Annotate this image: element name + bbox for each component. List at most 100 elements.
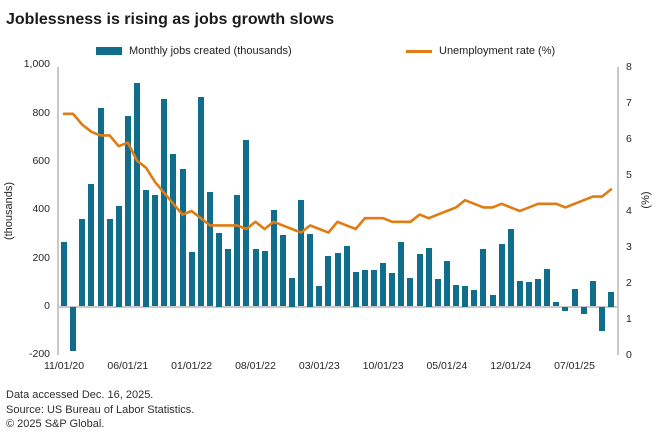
bar-series-swatch	[96, 47, 122, 55]
bar-monthly-jobs	[70, 306, 77, 351]
x-axis-tick-label: 11/01/20	[43, 360, 85, 372]
left-axis-tick-label: 1,000	[23, 58, 50, 71]
legend-label-unemployment-rate: Unemployment rate (%)	[439, 45, 556, 57]
right-axis-tick-label: 8	[626, 60, 632, 73]
x-axis-tick-label: 07/01/25	[554, 360, 595, 372]
bar-monthly-jobs	[571, 289, 578, 307]
bar-monthly-jobs	[124, 115, 131, 307]
line-series-swatch	[406, 49, 432, 53]
bar-monthly-jobs	[434, 278, 441, 307]
bar-monthly-jobs	[252, 249, 259, 307]
bar-monthly-jobs	[398, 242, 405, 307]
bar-monthly-jobs	[197, 97, 204, 307]
right-axis-tick-label: 6	[626, 132, 632, 145]
bar-monthly-jobs	[61, 242, 67, 307]
right-axis-line	[617, 67, 619, 355]
bar-monthly-jobs	[106, 219, 113, 307]
left-axis-tick-label: -200	[28, 348, 50, 361]
left-axis-tick-label: 800	[32, 106, 50, 119]
footer-copyright: © 2025 S&P Global.	[6, 418, 105, 431]
bar-monthly-jobs	[225, 249, 232, 307]
bar-monthly-jobs	[407, 278, 414, 307]
bar-monthly-jobs	[316, 285, 323, 307]
bar-monthly-jobs	[79, 219, 86, 307]
bar-monthly-jobs	[580, 306, 587, 315]
bar-monthly-jobs	[88, 183, 95, 307]
bar-monthly-jobs	[589, 280, 596, 307]
bar-monthly-jobs	[206, 192, 213, 307]
bar-monthly-jobs	[471, 289, 478, 307]
zero-baseline	[58, 306, 618, 308]
bar-monthly-jobs	[352, 271, 359, 307]
bar-monthly-jobs	[115, 206, 122, 307]
bar-monthly-jobs	[270, 210, 277, 307]
x-axis-tick-label: 01/01/22	[171, 360, 213, 372]
bar-monthly-jobs	[453, 284, 459, 307]
bar-monthly-jobs	[380, 263, 387, 307]
bar-monthly-jobs	[526, 282, 532, 307]
x-axis-tick-label: 08/01/22	[235, 360, 276, 372]
legend-item-unemployment-rate: Unemployment rate (%)	[406, 45, 555, 57]
right-axis-tick-label: 1	[626, 312, 632, 325]
right-axis-tick-label: 5	[626, 168, 632, 181]
bar-monthly-jobs	[288, 277, 295, 307]
bar-monthly-jobs	[133, 82, 140, 307]
bar-monthly-jobs	[553, 302, 560, 307]
x-axis-tick-label: 06/01/21	[107, 360, 149, 372]
bar-monthly-jobs	[179, 168, 186, 307]
bar-monthly-jobs	[307, 233, 314, 307]
x-axis-tick-label: 03/01/23	[298, 360, 340, 372]
x-axis-tick-label: 12/01/24	[490, 360, 532, 372]
bar-monthly-jobs	[97, 108, 104, 307]
bar-monthly-jobs	[544, 269, 551, 307]
bar-monthly-jobs	[516, 280, 523, 307]
legend-label-monthly-jobs: Monthly jobs created (thousands)	[129, 45, 292, 57]
bar-monthly-jobs	[170, 153, 177, 307]
bar-monthly-jobs	[334, 253, 341, 307]
bar-monthly-jobs	[216, 233, 222, 307]
bar-monthly-jobs	[489, 295, 496, 307]
bar-monthly-jobs	[598, 306, 605, 332]
x-axis-tick-label: 05/01/24	[426, 360, 468, 372]
bar-monthly-jobs	[279, 235, 286, 307]
right-axis-tick-label: 3	[626, 240, 632, 253]
left-axis-tick-label: 400	[32, 203, 50, 216]
bar-monthly-jobs	[416, 254, 423, 307]
bar-monthly-jobs	[298, 199, 304, 307]
right-axis-tick-label: 7	[626, 96, 632, 109]
bar-monthly-jobs	[425, 247, 432, 307]
bar-monthly-jobs	[361, 269, 368, 307]
bar-monthly-jobs	[343, 245, 350, 307]
bar-monthly-jobs	[371, 269, 377, 307]
bar-monthly-jobs	[143, 189, 150, 307]
bar-monthly-jobs	[161, 99, 168, 307]
footer: Data accessed Dec. 16, 2025. Source: US …	[6, 388, 194, 432]
bar-monthly-jobs	[152, 195, 159, 307]
bar-monthly-jobs	[562, 306, 569, 311]
left-axis-tick-label: 0	[44, 300, 50, 312]
right-axis-tick-label: 0	[626, 348, 632, 361]
footer-data-accessed: Data accessed Dec. 16, 2025.	[6, 389, 154, 401]
bar-monthly-jobs	[498, 244, 505, 307]
bar-monthly-jobs	[443, 260, 450, 307]
right-axis-tick-label: 4	[626, 204, 632, 217]
bar-monthly-jobs	[608, 291, 614, 307]
bar-monthly-jobs	[507, 228, 514, 307]
bar-monthly-jobs	[325, 255, 332, 307]
chart-title: Joblessness is rising as jobs growth slo…	[6, 11, 335, 28]
bar-monthly-jobs	[188, 252, 195, 307]
left-axis-line	[57, 67, 59, 355]
footer-source: Source: US Bureau of Labor Statistics.	[6, 403, 195, 416]
left-axis-tick-label: 200	[32, 251, 50, 264]
bar-monthly-jobs	[261, 251, 268, 307]
x-axis-tick-label: 10/01/23	[362, 360, 404, 372]
bar-monthly-jobs	[462, 285, 469, 307]
left-axis-tick-label: 600	[32, 155, 50, 167]
bar-monthly-jobs	[234, 195, 241, 307]
right-axis-tick-label: 2	[626, 276, 632, 289]
bar-monthly-jobs	[243, 139, 250, 307]
bar-monthly-jobs	[480, 249, 487, 307]
legend-item-monthly-jobs: Monthly jobs created (thousands)	[96, 45, 292, 57]
bar-monthly-jobs	[535, 278, 542, 307]
